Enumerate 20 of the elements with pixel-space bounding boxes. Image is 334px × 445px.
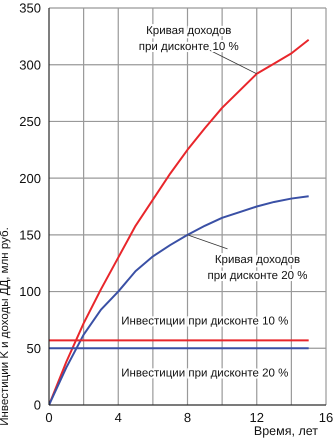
annotation: Кривая доходов при дисконте 20 % bbox=[208, 254, 308, 282]
annotation: Инвестиции при дисконте 10 % bbox=[121, 315, 288, 328]
y-tick-label: 250 bbox=[19, 114, 41, 130]
annotation: Кривая доходов при дисконте 10 % bbox=[138, 24, 239, 53]
x-tick-label: 4 bbox=[114, 410, 122, 426]
y-tick-label: 50 bbox=[26, 340, 41, 356]
y-tick-label: 150 bbox=[19, 227, 41, 242]
y-tick-label: 200 bbox=[19, 170, 41, 186]
x-tick-label: 8 bbox=[184, 410, 192, 426]
line-series bbox=[49, 195, 310, 405]
x-tick-label: 16 bbox=[318, 410, 334, 426]
y-tick-label: 100 bbox=[19, 284, 41, 300]
y-tick-label: 350 bbox=[19, 0, 41, 16]
y-tick-label: 300 bbox=[19, 57, 41, 72]
x-tick-label: 12 bbox=[250, 410, 264, 426]
y-axis-title: Инвестиции K и доходы ДД, млн руб. bbox=[0, 227, 12, 426]
x-tick-label: 0 bbox=[45, 410, 53, 426]
y-tick-label: 0 bbox=[34, 398, 41, 413]
x-axis-title: Время, лет bbox=[254, 424, 318, 438]
annotation: Инвестиции при дисконте 20 % bbox=[121, 367, 288, 380]
